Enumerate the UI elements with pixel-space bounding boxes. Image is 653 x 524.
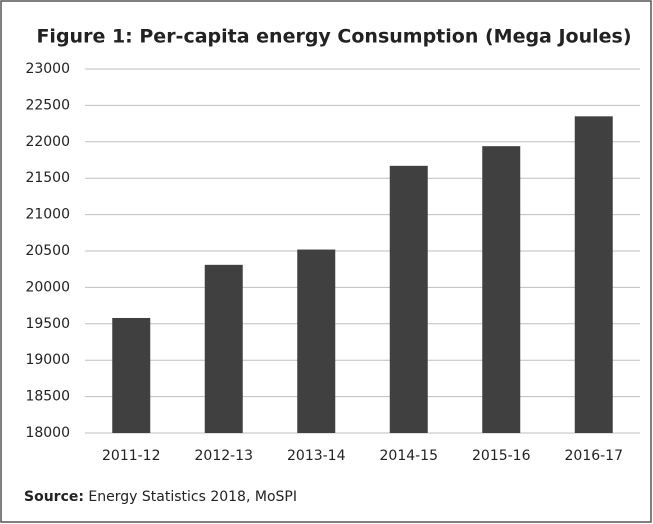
x-tick-label: 2011-12 xyxy=(102,448,161,464)
y-tick-label: 20000 xyxy=(25,279,70,295)
bar xyxy=(297,249,336,433)
y-tick-label: 21000 xyxy=(25,207,70,223)
x-tick-label: 2016-17 xyxy=(565,448,624,464)
bar xyxy=(112,317,151,433)
bar xyxy=(204,264,243,433)
x-tick-label: 2012-13 xyxy=(195,448,254,464)
x-tick-label: 2015-16 xyxy=(472,448,531,464)
y-tick-label: 18500 xyxy=(25,389,70,405)
y-tick-label: 20500 xyxy=(25,243,70,259)
y-tick-label: 18000 xyxy=(25,425,70,441)
source-note: Source: Energy Statistics 2018, MoSPI xyxy=(24,489,297,505)
y-tick-label: 22500 xyxy=(25,97,70,113)
x-tick-label: 2013-14 xyxy=(287,448,346,464)
bar xyxy=(574,116,613,433)
y-tick-label: 19500 xyxy=(25,316,70,332)
y-tick-label: 22000 xyxy=(25,134,70,150)
source-label: Source: xyxy=(24,489,84,505)
bar xyxy=(482,146,521,433)
x-tick-label: 2014-15 xyxy=(380,448,439,464)
y-tick-label: 23000 xyxy=(25,61,70,77)
chart-title: Figure 1: Per-capita energy Consumption … xyxy=(36,26,631,48)
source-text: Energy Statistics 2018, MoSPI xyxy=(88,489,297,505)
y-tick-label: 19000 xyxy=(25,352,70,368)
y-tick-label: 21500 xyxy=(25,170,70,186)
bar xyxy=(389,165,428,433)
